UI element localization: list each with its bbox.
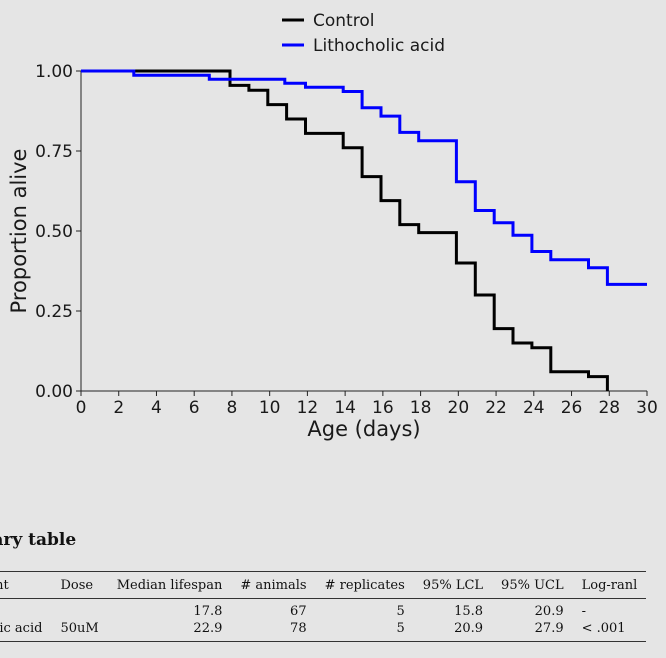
legend: Control Lithocholic acid xyxy=(282,11,445,56)
legend-label-lithocholic: Lithocholic acid xyxy=(313,36,445,56)
cell-lcl: 20.9 xyxy=(454,621,484,636)
cell-animals: 78 xyxy=(290,621,307,636)
x-tick-label: 14 xyxy=(334,398,356,418)
header-replicates: # replicates xyxy=(315,571,414,599)
summary-table: nent Dose Median lifespan # animals # re… xyxy=(0,571,647,642)
cell-treatment: holic acid xyxy=(0,621,43,636)
series-line-lithocholic-acid xyxy=(81,69,647,286)
series-layer xyxy=(81,69,647,391)
series-line-control xyxy=(81,69,609,391)
cell-animals: 67 xyxy=(290,604,307,619)
x-tick-label: 4 xyxy=(151,398,162,418)
x-tick-label: 30 xyxy=(636,398,658,418)
header-median-lifespan: Median lifespan xyxy=(107,571,232,599)
cell-median-lifespan: 22.9 xyxy=(193,621,223,636)
cell-treatment: ol xyxy=(0,599,51,621)
cell-lcl: 15.8 xyxy=(454,604,484,619)
y-tick-label: 0.75 xyxy=(35,142,73,162)
y-tick-label: 0.00 xyxy=(35,382,73,402)
x-tick-label: 6 xyxy=(189,398,200,418)
x-tick-label: 18 xyxy=(410,398,432,418)
cell-ucl: 20.9 xyxy=(534,604,564,619)
header-treatment: nent xyxy=(0,571,52,599)
x-tick-label: 20 xyxy=(448,398,470,418)
y-tick-label: 0.50 xyxy=(35,222,73,242)
x-tick-label: 16 xyxy=(372,398,394,418)
cell-replicates: 5 xyxy=(396,604,405,619)
cell-dose xyxy=(51,599,107,621)
x-tick-label: 12 xyxy=(297,398,319,418)
cell-replicates: 5 xyxy=(396,621,405,636)
x-tick-label: 10 xyxy=(259,398,281,418)
cell-median-lifespan: 17.8 xyxy=(193,604,223,619)
cell-dose: 50uM xyxy=(60,621,99,636)
header-dose: Dose xyxy=(51,571,108,599)
axes: 0 2 4 6 8 10 12 14 16 18 20 22 24 26 28 300.000.250.500… xyxy=(35,62,658,418)
summary-header-row: nent Dose Median lifespan # animals # re… xyxy=(0,571,647,599)
cell-log-rank: - xyxy=(581,604,587,619)
x-axis-label: Age (days) xyxy=(307,417,420,441)
x-tick-label: 22 xyxy=(485,398,507,418)
cell-log-rank: < .001 xyxy=(581,621,626,636)
survival-chart: Control Lithocholic acid 0 2 4 6 8 10 12 14 16 18… xyxy=(7,11,658,441)
header-lcl: 95% LCL xyxy=(413,571,493,599)
table-row: holic acid 50uM 22.9 78 5 20.9 27.9 < .0… xyxy=(0,620,646,642)
x-tick-label: 2 xyxy=(113,398,124,418)
y-axis-label: Proportion alive xyxy=(7,149,31,314)
header-log-rank: Log-ranl xyxy=(572,571,647,599)
legend-label-control: Control xyxy=(313,11,374,31)
y-tick-label: 1.00 xyxy=(35,62,73,82)
x-tick-label: 28 xyxy=(598,398,620,418)
x-tick-label: 26 xyxy=(561,398,583,418)
table-row: ol 17.8 67 5 15.8 20.9 - xyxy=(0,599,646,621)
x-tick-label: 24 xyxy=(523,398,545,418)
header-animals: # animals xyxy=(231,571,316,599)
x-tick-label: 0 xyxy=(76,398,87,418)
x-tick-label: 8 xyxy=(227,398,238,418)
y-tick-label: 0.25 xyxy=(35,302,73,322)
cell-ucl: 27.9 xyxy=(534,621,564,636)
summary-table-title: nary table xyxy=(0,530,77,550)
header-ucl: 95% UCL xyxy=(492,571,573,599)
